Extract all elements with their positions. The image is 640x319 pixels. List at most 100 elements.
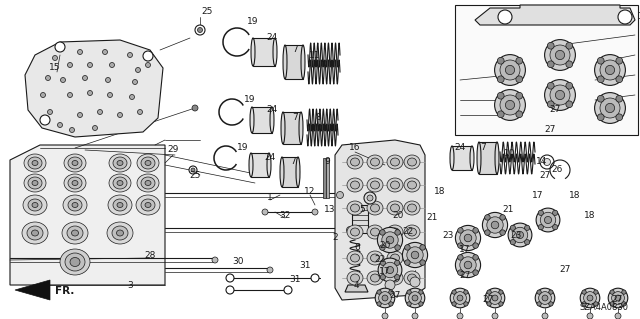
Circle shape: [516, 76, 523, 83]
Ellipse shape: [137, 154, 159, 172]
Circle shape: [419, 290, 423, 294]
Ellipse shape: [408, 158, 417, 166]
Circle shape: [226, 274, 234, 282]
Text: 26: 26: [551, 166, 563, 174]
Circle shape: [407, 290, 412, 294]
Text: 27: 27: [544, 125, 556, 135]
Circle shape: [621, 290, 626, 294]
Text: 30: 30: [232, 257, 244, 266]
Ellipse shape: [390, 181, 399, 189]
Text: 21: 21: [426, 213, 438, 222]
Circle shape: [499, 302, 503, 306]
Ellipse shape: [382, 262, 397, 278]
Ellipse shape: [495, 55, 525, 85]
Ellipse shape: [62, 222, 88, 244]
Circle shape: [597, 76, 604, 83]
Ellipse shape: [367, 271, 383, 285]
Ellipse shape: [378, 258, 402, 282]
Ellipse shape: [367, 201, 383, 215]
Ellipse shape: [408, 292, 421, 304]
Circle shape: [377, 302, 381, 306]
Ellipse shape: [387, 271, 403, 285]
Circle shape: [616, 76, 623, 83]
Ellipse shape: [545, 216, 552, 224]
Ellipse shape: [301, 45, 305, 79]
Text: 7: 7: [290, 158, 296, 167]
Ellipse shape: [281, 112, 285, 144]
Circle shape: [547, 82, 554, 89]
Circle shape: [382, 313, 388, 319]
Ellipse shape: [70, 257, 80, 266]
Ellipse shape: [371, 158, 380, 166]
Ellipse shape: [460, 230, 476, 246]
Ellipse shape: [64, 174, 86, 192]
Ellipse shape: [63, 195, 87, 215]
Circle shape: [487, 290, 492, 294]
Circle shape: [226, 286, 234, 294]
Text: 12: 12: [304, 188, 316, 197]
Circle shape: [458, 228, 463, 233]
Text: 18: 18: [569, 190, 580, 199]
Ellipse shape: [116, 230, 124, 236]
Circle shape: [380, 245, 385, 250]
Ellipse shape: [280, 157, 284, 187]
Circle shape: [610, 290, 614, 294]
Ellipse shape: [390, 204, 399, 212]
Circle shape: [464, 302, 468, 306]
Ellipse shape: [404, 225, 420, 239]
Circle shape: [452, 302, 456, 306]
Text: 4: 4: [353, 280, 359, 290]
Circle shape: [594, 302, 598, 306]
Circle shape: [457, 313, 463, 319]
Ellipse shape: [351, 181, 360, 189]
Ellipse shape: [347, 201, 363, 215]
Ellipse shape: [371, 204, 380, 212]
Circle shape: [610, 302, 614, 306]
Ellipse shape: [483, 212, 508, 238]
Circle shape: [616, 114, 623, 121]
Circle shape: [616, 57, 623, 64]
Bar: [352, 205, 368, 233]
Ellipse shape: [367, 155, 383, 169]
Ellipse shape: [500, 60, 520, 80]
Circle shape: [594, 290, 598, 294]
Circle shape: [473, 270, 478, 275]
Text: 31: 31: [300, 261, 311, 270]
Ellipse shape: [347, 271, 363, 285]
Circle shape: [566, 82, 573, 89]
Circle shape: [138, 109, 143, 115]
Circle shape: [412, 313, 418, 319]
Ellipse shape: [347, 155, 363, 169]
Circle shape: [61, 78, 65, 83]
Ellipse shape: [72, 181, 78, 186]
Ellipse shape: [405, 288, 425, 308]
Ellipse shape: [512, 227, 528, 243]
Circle shape: [47, 109, 52, 115]
Circle shape: [67, 63, 72, 68]
Circle shape: [458, 243, 463, 249]
Circle shape: [192, 105, 198, 111]
Circle shape: [497, 76, 504, 83]
Ellipse shape: [387, 225, 403, 239]
Ellipse shape: [556, 50, 564, 60]
Ellipse shape: [506, 65, 515, 75]
Text: 18: 18: [435, 188, 445, 197]
Ellipse shape: [390, 228, 399, 236]
Circle shape: [525, 225, 530, 230]
Circle shape: [492, 313, 498, 319]
Ellipse shape: [545, 80, 575, 110]
Circle shape: [499, 290, 503, 294]
Text: 22: 22: [403, 227, 413, 236]
Text: 9: 9: [324, 158, 330, 167]
Text: 27: 27: [549, 106, 561, 115]
Ellipse shape: [457, 295, 463, 301]
Ellipse shape: [387, 251, 403, 265]
Circle shape: [311, 274, 319, 282]
Ellipse shape: [408, 181, 417, 189]
Ellipse shape: [407, 247, 423, 263]
Ellipse shape: [371, 254, 380, 262]
Ellipse shape: [390, 254, 399, 262]
Ellipse shape: [495, 142, 499, 174]
Circle shape: [129, 94, 134, 100]
Ellipse shape: [109, 154, 131, 172]
